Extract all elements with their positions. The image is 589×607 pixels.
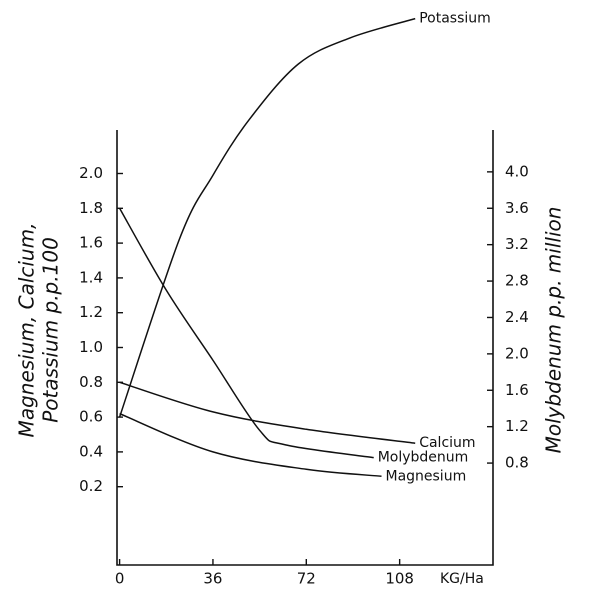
y2-tick-label: 2.8 xyxy=(505,272,529,290)
y-tick-label: 0.6 xyxy=(79,408,103,426)
line xyxy=(119,381,416,444)
y2-tick-label: 2.4 xyxy=(505,308,529,326)
y2-tick-label: 1.6 xyxy=(505,381,529,399)
y-axis-label: Potassium p.p.100 xyxy=(39,237,63,423)
line xyxy=(119,412,382,478)
y-tick-label: 0.8 xyxy=(79,373,103,391)
y-tick-label: 2.0 xyxy=(79,164,103,182)
series-label: Calcium xyxy=(419,435,475,451)
x-tick-label: 108 xyxy=(385,570,414,588)
x-tick-label: 0 xyxy=(115,570,125,588)
y-tick-label: 0.4 xyxy=(79,442,103,460)
axes xyxy=(116,130,494,566)
line xyxy=(118,17,416,418)
y-tick-label: 1.6 xyxy=(79,234,103,252)
y2-tick-label: 3.6 xyxy=(505,199,529,217)
y-tick-label: 1.4 xyxy=(79,268,103,286)
y2-tick-label: 0.8 xyxy=(505,454,529,472)
y-tick-label: 1.2 xyxy=(79,303,103,321)
x-tick-label: 72 xyxy=(297,570,316,588)
x-tick-label: 36 xyxy=(203,570,222,588)
y2-tick-label: 1.2 xyxy=(505,417,529,435)
series-label: Molybdenum xyxy=(378,450,469,466)
y-tick-label: 0.2 xyxy=(79,477,103,495)
y-axis-label: Magnesium, Calcium, xyxy=(15,223,39,438)
line xyxy=(118,207,374,459)
series-label: Potassium xyxy=(419,11,491,27)
x-axis-label: KG/Ha xyxy=(440,571,484,587)
y2-tick-label: 3.2 xyxy=(505,235,529,253)
y-tick-label: 1.0 xyxy=(79,338,103,356)
series-label: Magnesium xyxy=(385,468,466,484)
y-tick-label: 1.8 xyxy=(79,199,103,217)
y2-tick-label: 4.0 xyxy=(505,162,529,180)
y2-tick-label: 2.0 xyxy=(505,344,529,362)
y2-axis-label: Molybdenum p.p. million xyxy=(542,207,566,454)
